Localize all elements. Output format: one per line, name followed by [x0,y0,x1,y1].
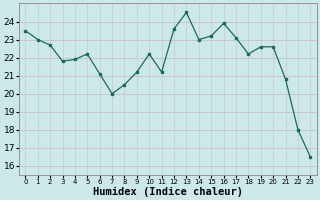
X-axis label: Humidex (Indice chaleur): Humidex (Indice chaleur) [93,186,243,197]
